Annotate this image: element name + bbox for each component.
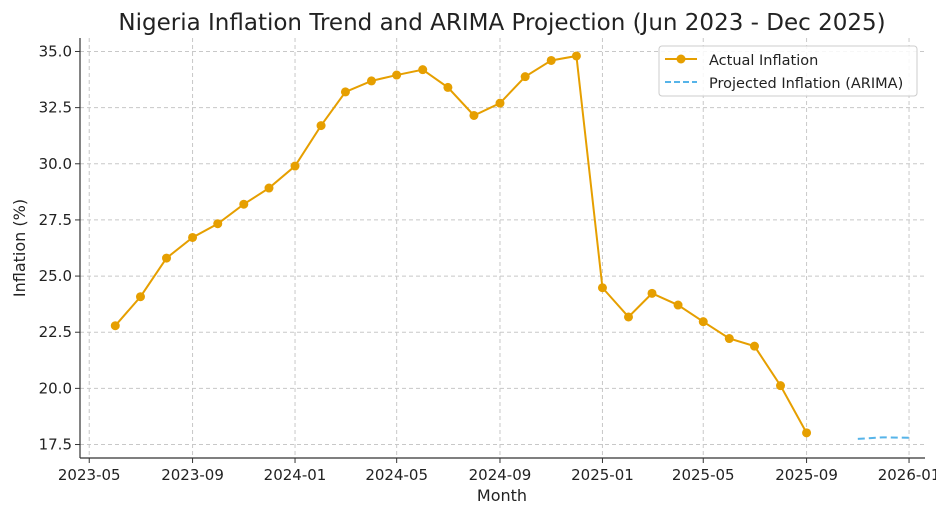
x-axis-label: Month: [477, 486, 527, 505]
legend-box: [658, 45, 918, 97]
x-tick-label: 2024-05: [365, 466, 428, 484]
actual-inflation-point: [443, 82, 453, 92]
legend-actual-marker: [676, 54, 686, 64]
actual-inflation-point: [673, 300, 683, 310]
series-layer: [110, 51, 910, 440]
x-tick-label: 2023-05: [58, 466, 121, 484]
actual-inflation-point: [264, 183, 274, 193]
actual-inflation-point: [392, 70, 402, 80]
projected-inflation-line: [857, 436, 910, 440]
y-tick-label: 25.0: [39, 267, 72, 285]
x-tick-label: 2025-01: [571, 466, 634, 484]
actual-inflation-point: [520, 72, 530, 82]
actual-inflation-point: [802, 428, 812, 438]
y-tick-label: 22.5: [39, 323, 72, 341]
actual-inflation-point: [749, 341, 759, 351]
actual-inflation-point: [495, 98, 505, 108]
grid: [80, 38, 925, 458]
x-tick-label: 2024-09: [469, 466, 532, 484]
actual-inflation-point: [162, 253, 172, 263]
actual-inflation-point: [546, 55, 556, 65]
y-tick-label: 27.5: [39, 211, 72, 229]
actual-inflation-point: [623, 312, 633, 322]
actual-inflation-point: [188, 232, 198, 242]
actual-inflation-point: [647, 288, 657, 298]
actual-inflation-point: [239, 199, 249, 209]
chart-title: Nigeria Inflation Trend and ARIMA Projec…: [118, 10, 885, 36]
x-tick-label: 2024-01: [264, 466, 327, 484]
actual-inflation-point: [571, 51, 581, 61]
y-tick-label: 17.5: [39, 436, 72, 454]
axes: 2023-05 2023-09 2024-01 2024-05 2024-09 2025-…: [39, 38, 936, 484]
actual-inflation-point: [469, 110, 479, 120]
x-tick-label: 2023-09: [161, 466, 224, 484]
actual-inflation-point: [418, 65, 428, 75]
actual-inflation-point: [213, 219, 223, 229]
y-tick-label: 20.0: [39, 379, 72, 397]
x-tick-label: 2025-05: [672, 466, 735, 484]
actual-inflation-point: [366, 76, 376, 86]
actual-inflation-point: [724, 334, 734, 344]
y-tick-label: 32.5: [39, 99, 72, 117]
x-tick-label: 2025-09: [775, 466, 838, 484]
actual-inflation-point: [340, 87, 350, 97]
y-tick-label: 30.0: [39, 155, 72, 173]
actual-inflation-point: [698, 317, 708, 327]
y-tick-label: 35.0: [39, 42, 72, 60]
y-axis-label: Inflation (%): [10, 199, 29, 297]
actual-inflation-point: [110, 321, 120, 331]
x-tick-label: 2026-01: [878, 466, 936, 484]
actual-inflation-point: [290, 161, 300, 171]
actual-inflation-point: [776, 381, 786, 391]
legend-projected-label: Projected Inflation (ARIMA): [709, 76, 903, 92]
actual-inflation-point: [135, 292, 145, 302]
actual-inflation-point: [316, 121, 326, 131]
legend-actual-label: Actual Inflation: [709, 53, 818, 69]
actual-inflation-line: [114, 54, 808, 434]
legend: Actual Inflation Projected Inflation (AR…: [658, 45, 918, 97]
actual-inflation-point: [597, 283, 607, 293]
